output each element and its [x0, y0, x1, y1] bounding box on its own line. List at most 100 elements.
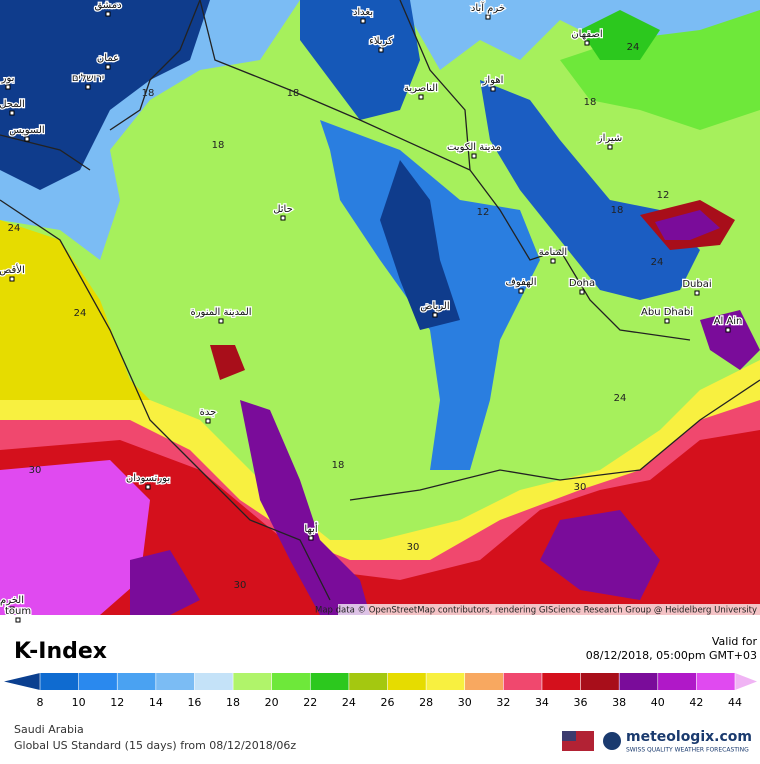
- place-dot: [218, 318, 224, 324]
- legend-tick-label: 44: [728, 696, 742, 709]
- contour-label: 18: [584, 97, 597, 108]
- legend-swatch: [426, 673, 466, 690]
- legend-swatch: [310, 673, 350, 690]
- place-dot: [725, 327, 731, 333]
- place-label: السويس: [9, 125, 44, 136]
- legend-swatch: [155, 673, 195, 690]
- place-dot: [490, 86, 496, 92]
- contour-label: 30: [407, 542, 420, 553]
- tagline: SWISS QUALITY WEATHER FORECASTING: [626, 747, 749, 754]
- place-dot: [308, 535, 314, 541]
- place-label: الأقص: [0, 263, 25, 276]
- legend-tick-label: 14: [149, 696, 163, 709]
- place-dot: [15, 617, 21, 623]
- place-dot: [664, 318, 670, 324]
- legend-swatch: [580, 673, 620, 690]
- place-dot: [378, 47, 384, 53]
- place-label: الهفوف: [505, 277, 536, 288]
- place-dot: [280, 215, 286, 221]
- contour-label: 18: [212, 140, 225, 151]
- contour-label: 30: [574, 482, 587, 493]
- legend-tick-label: 16: [187, 696, 201, 709]
- place-label: خرم آباد: [471, 1, 505, 14]
- contour-label: 12: [657, 190, 670, 201]
- place-label: شيراز: [597, 133, 623, 144]
- legend-tick-label: 18: [226, 696, 240, 709]
- place-label: Dubai: [682, 279, 711, 290]
- place-dot: [105, 64, 111, 70]
- place-dot: [518, 288, 524, 294]
- attribution: Map data © OpenStreetMap contributors, r…: [315, 606, 757, 616]
- place-label: مدينة الكويت: [447, 142, 501, 153]
- contour-label: 24: [627, 42, 640, 53]
- contour-label: 18: [332, 460, 345, 471]
- valid-label: Valid for: [712, 635, 758, 648]
- place-label: عمان: [97, 53, 119, 64]
- footer: K-Index Valid for 08/12/2018, 05:00pm GM…: [14, 635, 757, 754]
- contour-label: 24: [651, 257, 664, 268]
- place-dot: [105, 11, 111, 17]
- contour-label: 24: [614, 393, 627, 404]
- place-dot: [9, 276, 15, 282]
- place-label: toum: [5, 606, 31, 617]
- place-dot: [24, 136, 30, 142]
- contour-label: 12: [477, 207, 490, 218]
- contour-label: 30: [234, 580, 247, 591]
- place-dot: [145, 484, 151, 490]
- legend-tick-label: 38: [612, 696, 626, 709]
- model: Global US Standard (15 days) from 08/12/…: [14, 739, 296, 752]
- logo: [603, 732, 621, 750]
- legend-tick-label: 28: [419, 696, 433, 709]
- place-dot: [205, 418, 211, 424]
- legend-tick-label: 26: [381, 696, 395, 709]
- legend-tick-label: 30: [458, 696, 472, 709]
- place-label: اصفهان: [571, 29, 602, 40]
- legend-tick-label: 36: [574, 696, 588, 709]
- place-dot: [550, 258, 556, 264]
- place-label: Al Ain: [714, 316, 743, 327]
- legend-tick-label: 10: [72, 696, 86, 709]
- title: K-Index: [14, 639, 107, 664]
- place-label: جدة: [200, 407, 217, 418]
- legend-swatch: [194, 673, 234, 690]
- legend-swatch: [40, 673, 80, 690]
- legend-swatch: [503, 673, 543, 690]
- place-label: الناصرية: [404, 83, 438, 94]
- place-label: الخرم: [0, 595, 24, 606]
- map: [0, 0, 760, 615]
- place-dot: [579, 289, 585, 295]
- place-label: المحل: [0, 99, 25, 110]
- legend-swatch: [348, 673, 388, 690]
- legend-tick-label: 12: [110, 696, 124, 709]
- place-dot: [485, 14, 491, 20]
- place-label: Abu Dhabi: [641, 307, 693, 318]
- place-dot: [9, 110, 15, 116]
- contour-label: 30: [29, 465, 42, 476]
- place-label: Doha: [569, 278, 595, 289]
- place-label: حائل: [273, 204, 293, 215]
- legend-swatch: [541, 673, 582, 690]
- legend-swatch: [271, 673, 311, 690]
- contour-label: 24: [74, 308, 87, 319]
- place-label: بور: [1, 73, 15, 84]
- contour-label: 18: [611, 205, 624, 216]
- contour-label: 18: [142, 88, 155, 99]
- legend-swatch: [78, 673, 118, 690]
- place-label: اهواز: [482, 75, 504, 86]
- place-dot: [584, 40, 590, 46]
- place-label: دمشق: [94, 0, 121, 11]
- place-dot: [360, 18, 366, 24]
- place-dot: [607, 144, 613, 150]
- place-dot: [418, 94, 424, 100]
- place-label: بغداد: [353, 7, 373, 18]
- place-label: أبها: [304, 522, 317, 535]
- legend-swatch: [387, 673, 427, 690]
- place-label: بورتسودان: [126, 473, 170, 484]
- legend-tick-label: 22: [303, 696, 317, 709]
- place-label: الرياض: [420, 301, 449, 312]
- legend-tick-label: 8: [37, 696, 44, 709]
- contour-label: 24: [8, 223, 21, 234]
- legend-tick-label: 24: [342, 696, 356, 709]
- place-label: ירושלים: [72, 73, 104, 84]
